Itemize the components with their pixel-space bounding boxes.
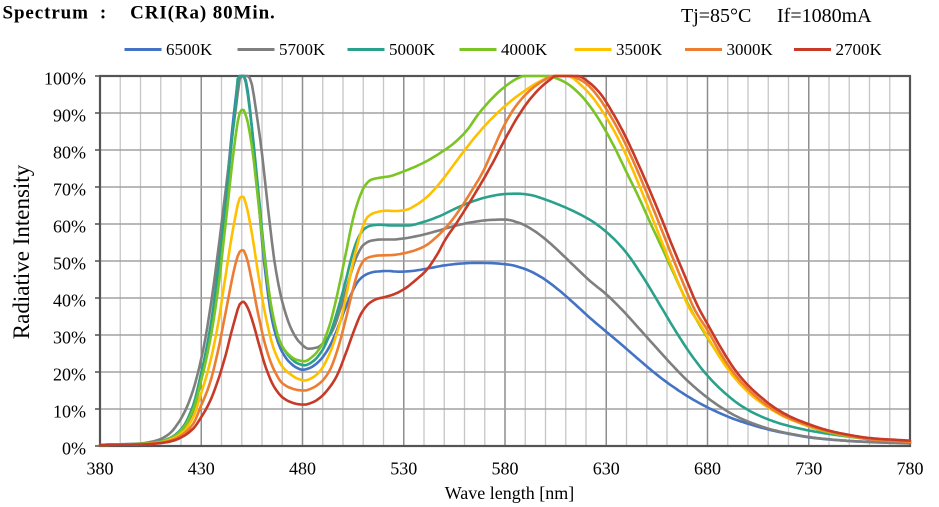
svg-text:Wave length [nm]: Wave length [nm]: [445, 483, 575, 503]
svg-text:580: 580: [492, 459, 519, 479]
svg-text:4000K: 4000K: [501, 40, 548, 59]
svg-text:60%: 60%: [53, 217, 86, 237]
svg-text:480: 480: [289, 459, 316, 479]
svg-text:30%: 30%: [53, 328, 86, 348]
svg-text:Tj=85°C: Tj=85°C: [681, 5, 751, 27]
svg-text:20%: 20%: [53, 365, 86, 385]
svg-text:430: 430: [188, 459, 215, 479]
svg-text:2700K: 2700K: [836, 40, 883, 59]
svg-text:90%: 90%: [53, 106, 86, 126]
svg-text:100%: 100%: [44, 69, 86, 89]
svg-text:730: 730: [795, 459, 822, 479]
svg-text:If=1080mA: If=1080mA: [777, 5, 872, 27]
svg-text:630: 630: [593, 459, 620, 479]
svg-text:380: 380: [87, 459, 114, 479]
svg-text:680: 680: [694, 459, 721, 479]
svg-text:530: 530: [390, 459, 417, 479]
svg-text:5700K: 5700K: [279, 40, 326, 59]
svg-text:70%: 70%: [53, 180, 86, 200]
svg-text:3500K: 3500K: [616, 40, 663, 59]
svg-text:780: 780: [897, 459, 924, 479]
svg-text:50%: 50%: [53, 254, 86, 274]
svg-text:6500K: 6500K: [166, 40, 213, 59]
svg-text:80%: 80%: [53, 143, 86, 163]
svg-text:40%: 40%: [53, 291, 86, 311]
svg-text:10%: 10%: [53, 402, 86, 422]
svg-text:0%: 0%: [62, 439, 86, 459]
svg-text:3000K: 3000K: [727, 40, 774, 59]
svg-text:Radiative Intensity: Radiative Intensity: [9, 164, 34, 339]
svg-text:Spectrum:CRI(Ra) 80Min.: Spectrum: CRI(Ra) 80Min.: [3, 3, 276, 24]
svg-text:5000K: 5000K: [389, 40, 436, 59]
